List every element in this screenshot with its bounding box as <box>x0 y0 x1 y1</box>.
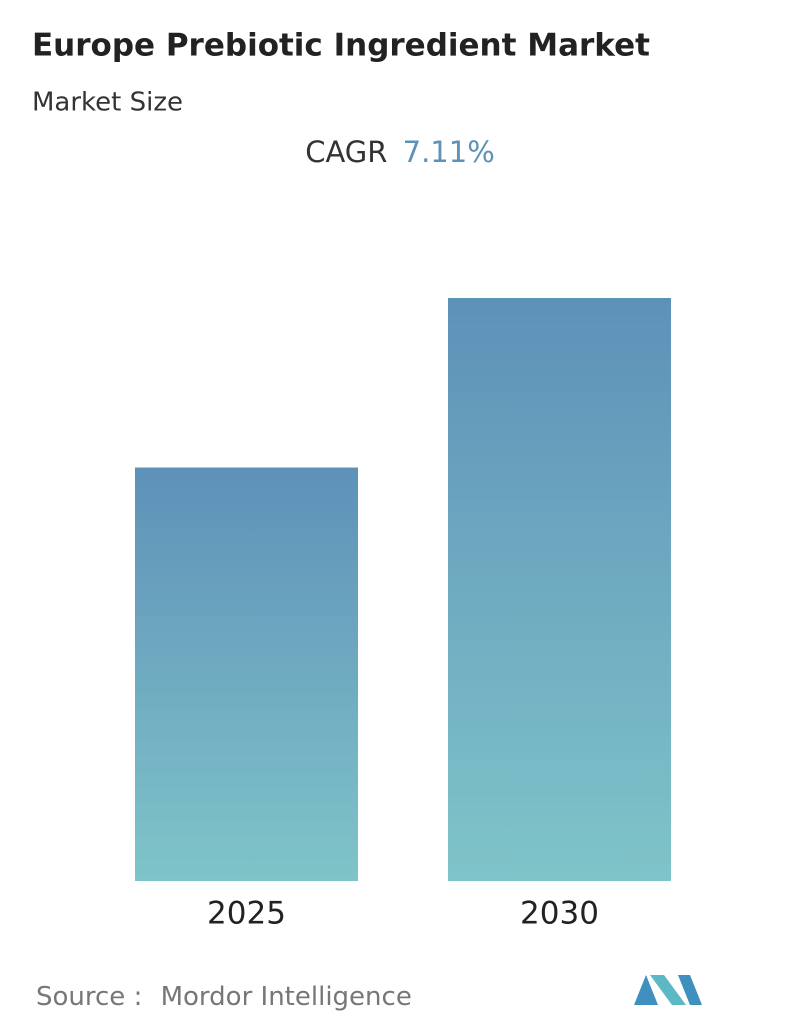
bar <box>135 467 358 881</box>
cagr: CAGR 7.11% <box>305 135 495 169</box>
source-name: Mordor Intelligence <box>161 982 412 1012</box>
x-tick-label: 2025 <box>207 896 286 932</box>
logo <box>634 975 702 1005</box>
source: Source : Mordor Intelligence <box>36 982 412 1012</box>
chart-subtitle: Market Size <box>32 88 183 118</box>
x-tick-label: 2030 <box>520 896 599 932</box>
chart-title: Europe Prebiotic Ingredient Market <box>32 28 650 64</box>
bar <box>448 298 671 881</box>
source-label: Source : <box>36 982 142 1012</box>
cagr-value: 7.11% <box>403 135 495 169</box>
cagr-label: CAGR <box>305 135 387 169</box>
